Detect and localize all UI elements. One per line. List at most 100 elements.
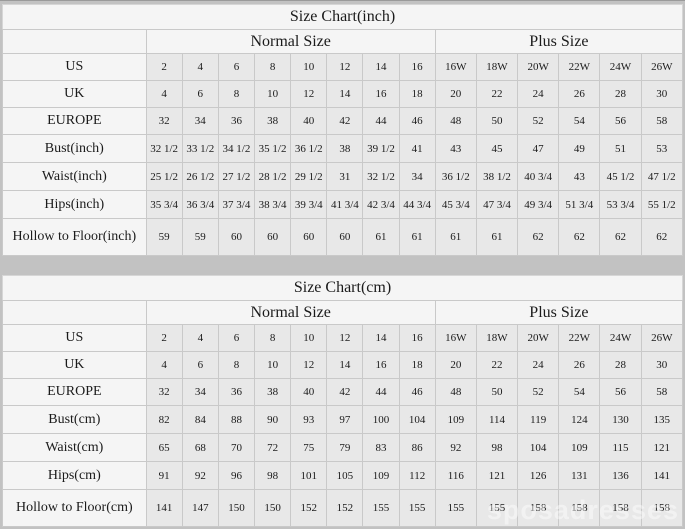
value-cell: 26W (640, 53, 684, 81)
value-cell: 4 (145, 80, 183, 108)
value-cell: 70 (217, 433, 256, 462)
size-group-header-row: Normal Size Plus Size (2, 29, 684, 54)
value-cell: 42 (326, 107, 364, 135)
chart-title-row: Size Chart(inch) (2, 4, 683, 30)
value-cell: 51 (599, 134, 642, 163)
value-cell: 83 (362, 433, 400, 462)
value-cell: 35 1/2 (254, 134, 292, 163)
row-label: Waist(cm) (2, 433, 147, 462)
table-row: Hollow to Floor(inch) 59 59 60 60 60 60 61 61 61 6… (2, 218, 684, 256)
value-cell: 105 (326, 461, 364, 490)
value-cell: 104 (517, 433, 560, 462)
value-cell: 18 (398, 80, 436, 108)
value-cell: 4 (181, 53, 219, 81)
value-cell: 34 (181, 107, 219, 135)
value-cell: 26 (558, 351, 601, 379)
value-cell: 136 (599, 461, 642, 490)
value-cell: 61 (475, 218, 519, 256)
size-chart-table-cm: Size Chart(cm) Normal Size Plus Size US 2 4 6 8… (2, 275, 684, 527)
value-cell: 12 (326, 53, 364, 81)
value-cell: 47 1/2 (640, 162, 684, 191)
value-cell: 22W (558, 324, 601, 352)
table-row: Bust(inch) 32 1/2 33 1/2 34 1/2 35 1/2 36 1/2… (2, 134, 684, 163)
value-cell: 43 (434, 134, 477, 163)
value-cell: 82 (145, 405, 183, 434)
value-cell: 53 (640, 134, 684, 163)
value-cell: 4 (181, 324, 219, 352)
value-cell: 8 (254, 324, 292, 352)
table-row: UK 4 6 8 10 12 14 16 18 20 22 24 26 28 30 (2, 351, 684, 379)
value-cell: 30 (640, 351, 684, 379)
value-cell: 79 (326, 433, 364, 462)
value-cell: 130 (599, 405, 642, 434)
value-cell: 22 (475, 80, 519, 108)
value-cell: 45 1/2 (599, 162, 642, 191)
value-cell: 14 (362, 53, 400, 81)
value-cell: 38 1/2 (475, 162, 519, 191)
value-cell: 24 (517, 351, 560, 379)
value-cell: 62 (517, 218, 560, 256)
value-cell: 25 1/2 (145, 162, 183, 191)
value-cell: 22W (558, 53, 601, 81)
value-cell: 97 (326, 405, 364, 434)
value-cell: 155 (434, 489, 477, 527)
value-cell: 58 (640, 378, 684, 406)
value-cell: 101 (290, 461, 328, 490)
value-cell: 8 (254, 53, 292, 81)
value-cell: 34 (398, 162, 436, 191)
value-cell: 59 (145, 218, 183, 256)
value-cell: 53 3/4 (599, 190, 642, 219)
value-cell: 34 1/2 (217, 134, 256, 163)
value-cell: 33 1/2 (181, 134, 219, 163)
value-cell: 8 (217, 351, 256, 379)
value-cell: 51 3/4 (558, 190, 601, 219)
table-row: Bust(cm) 82 84 88 90 93 97 100 104 109 114 119 124 13… (2, 405, 684, 434)
value-cell: 32 1/2 (362, 162, 400, 191)
row-label: Hollow to Floor(cm) (2, 489, 147, 527)
value-cell: 115 (599, 433, 642, 462)
value-cell: 48 (434, 107, 477, 135)
value-cell: 121 (475, 461, 519, 490)
value-cell: 8 (217, 80, 256, 108)
value-cell: 14 (326, 351, 364, 379)
value-cell: 61 (398, 218, 436, 256)
value-cell: 141 (640, 461, 684, 490)
value-cell: 4 (145, 351, 183, 379)
row-label: EUROPE (2, 107, 147, 135)
value-cell: 88 (217, 405, 256, 434)
value-cell: 16 (362, 80, 400, 108)
value-cell: 61 (362, 218, 400, 256)
value-cell: 42 3/4 (362, 190, 400, 219)
value-cell: 54 (558, 378, 601, 406)
value-cell: 43 (558, 162, 601, 191)
row-label: Waist(inch) (2, 162, 147, 191)
table-row: US 2 4 6 8 10 12 14 16 16W 18W 20W 22W 24W 26W (2, 53, 684, 81)
value-cell: 50 (475, 107, 519, 135)
value-cell: 24 (517, 80, 560, 108)
chart-title-row: Size Chart(cm) (2, 275, 683, 301)
value-cell: 14 (326, 80, 364, 108)
value-cell: 10 (254, 80, 292, 108)
value-cell: 150 (254, 489, 292, 527)
size-group-header: Normal Size (145, 29, 436, 54)
value-cell: 155 (475, 489, 519, 527)
value-cell: 112 (398, 461, 436, 490)
value-cell: 36 1/2 (434, 162, 477, 191)
value-cell: 126 (517, 461, 560, 490)
value-cell: 42 (326, 378, 364, 406)
value-cell: 92 (181, 461, 219, 490)
value-cell: 49 3/4 (517, 190, 560, 219)
value-cell: 39 1/2 (362, 134, 400, 163)
value-cell: 36 (217, 107, 256, 135)
row-label: Bust(inch) (2, 134, 147, 163)
value-cell: 119 (517, 405, 560, 434)
value-cell: 41 3/4 (326, 190, 364, 219)
table-row: US 2 4 6 8 10 12 14 16 16W 18W 20W 22W 24W 26W (2, 324, 684, 352)
value-cell: 60 (217, 218, 256, 256)
value-cell: 10 (254, 351, 292, 379)
value-cell: 28 (599, 351, 642, 379)
value-cell: 24W (599, 53, 642, 81)
value-cell: 109 (558, 433, 601, 462)
value-cell: 84 (181, 405, 219, 434)
